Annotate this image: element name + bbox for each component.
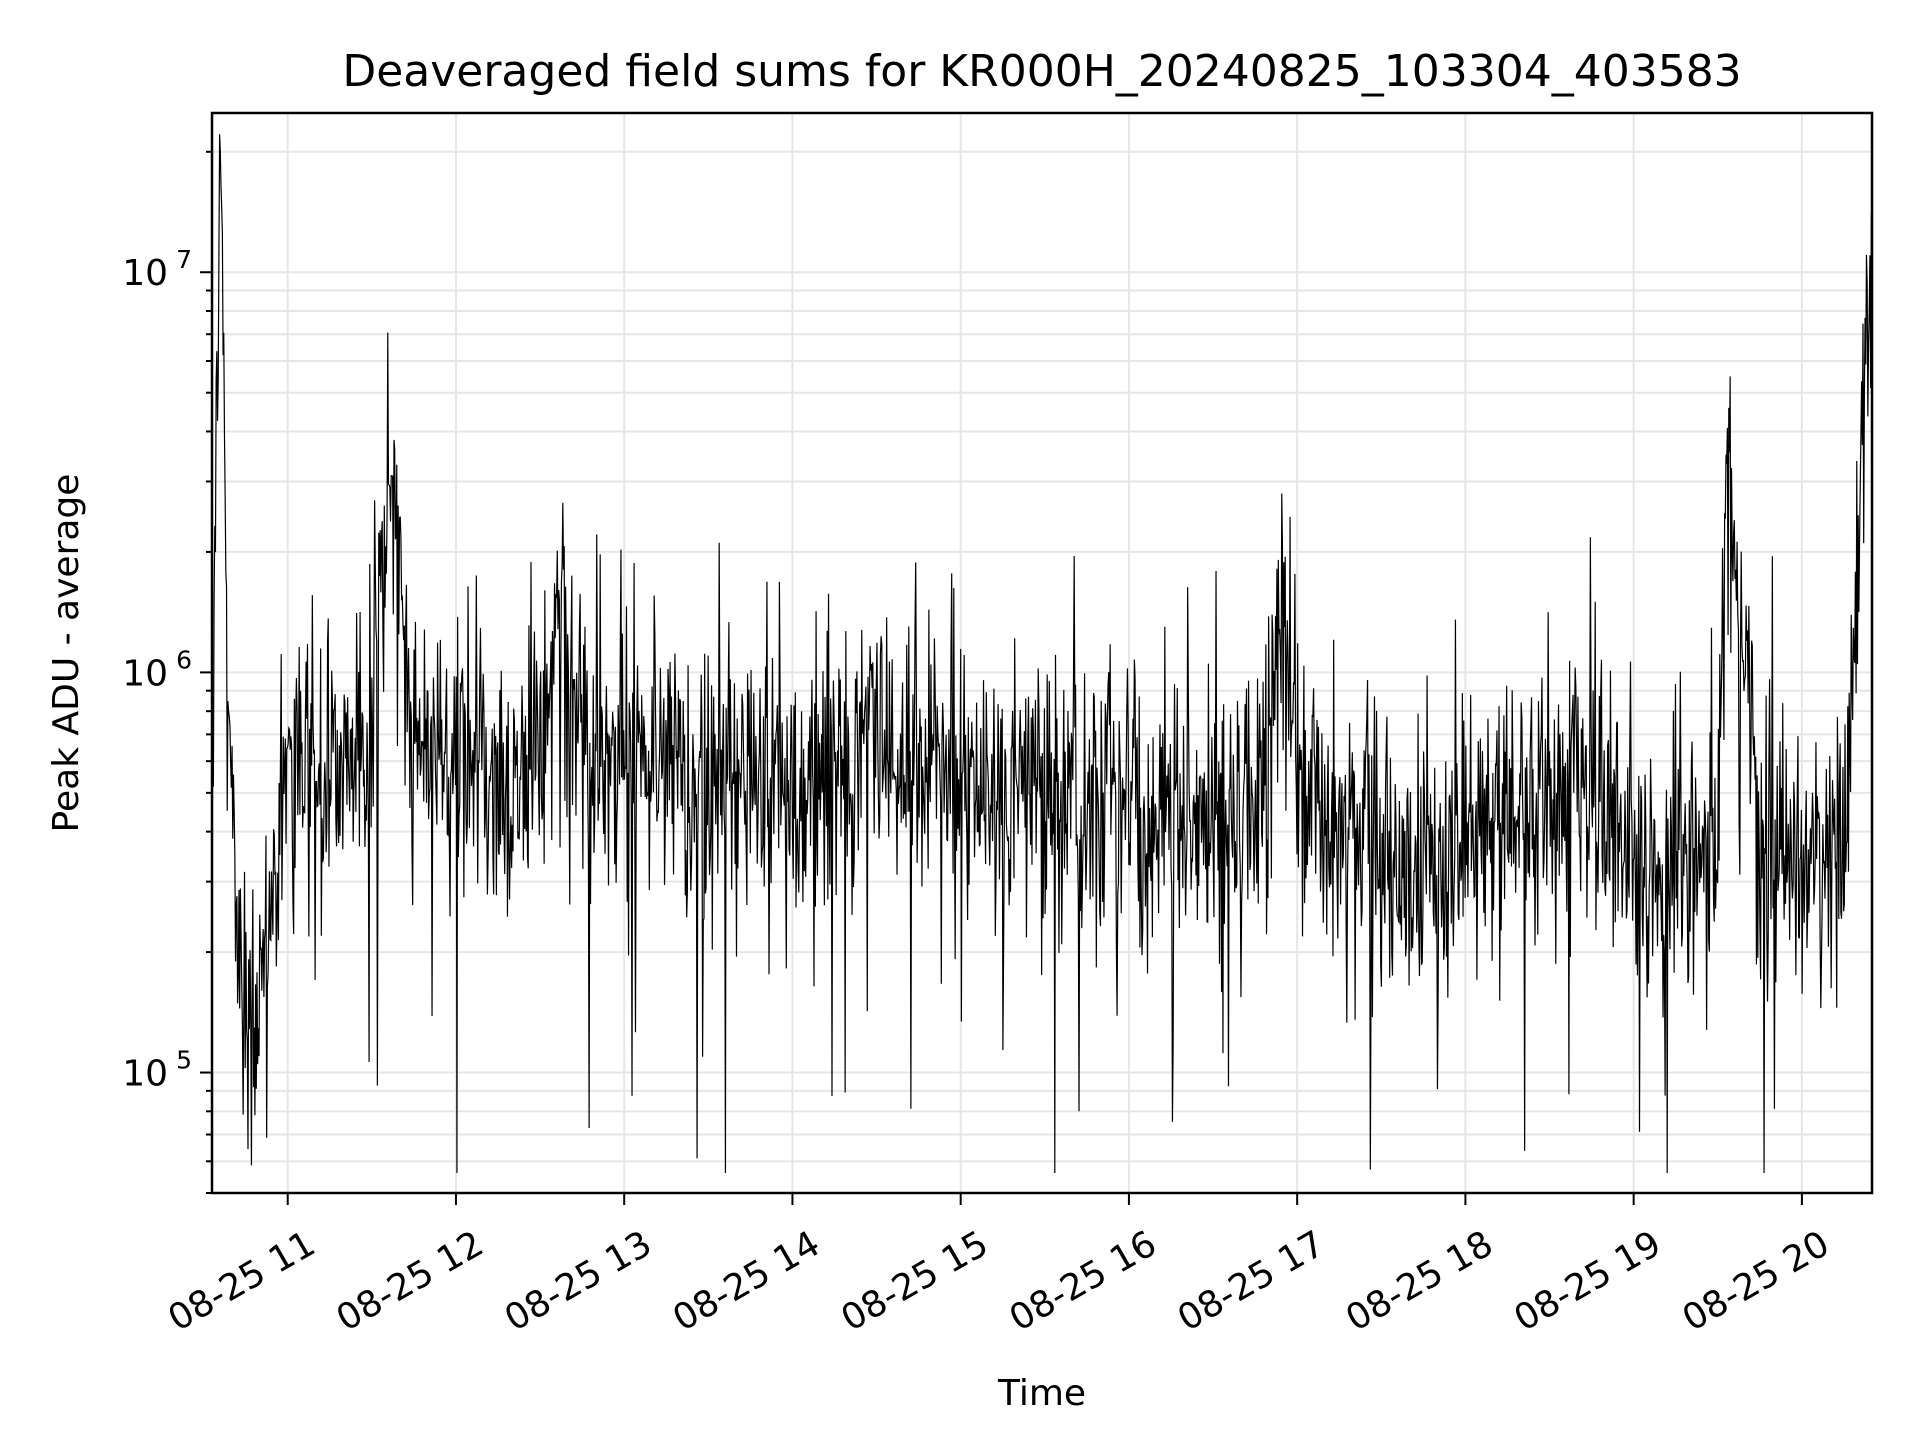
x-axis-label: Time [997,1373,1086,1414]
y-tick-label-exponent: 5 [176,1046,192,1075]
y-tick-label-base: 10 [122,253,168,294]
y-tick-label-exponent: 6 [176,645,192,674]
y-tick-label-base: 10 [122,653,168,694]
y-tick-label-exponent: 7 [176,245,192,274]
y-tick-label: 10 [122,1054,168,1095]
y-axis-label: Peak ADU - average [46,474,87,833]
y-tick-label-base: 10 [122,1054,168,1095]
y-tick-label: 10 [122,253,168,294]
y-tick-label: 10 [122,653,168,694]
chart-title: Deaveraged field sums for KR000H_2024082… [342,46,1741,97]
